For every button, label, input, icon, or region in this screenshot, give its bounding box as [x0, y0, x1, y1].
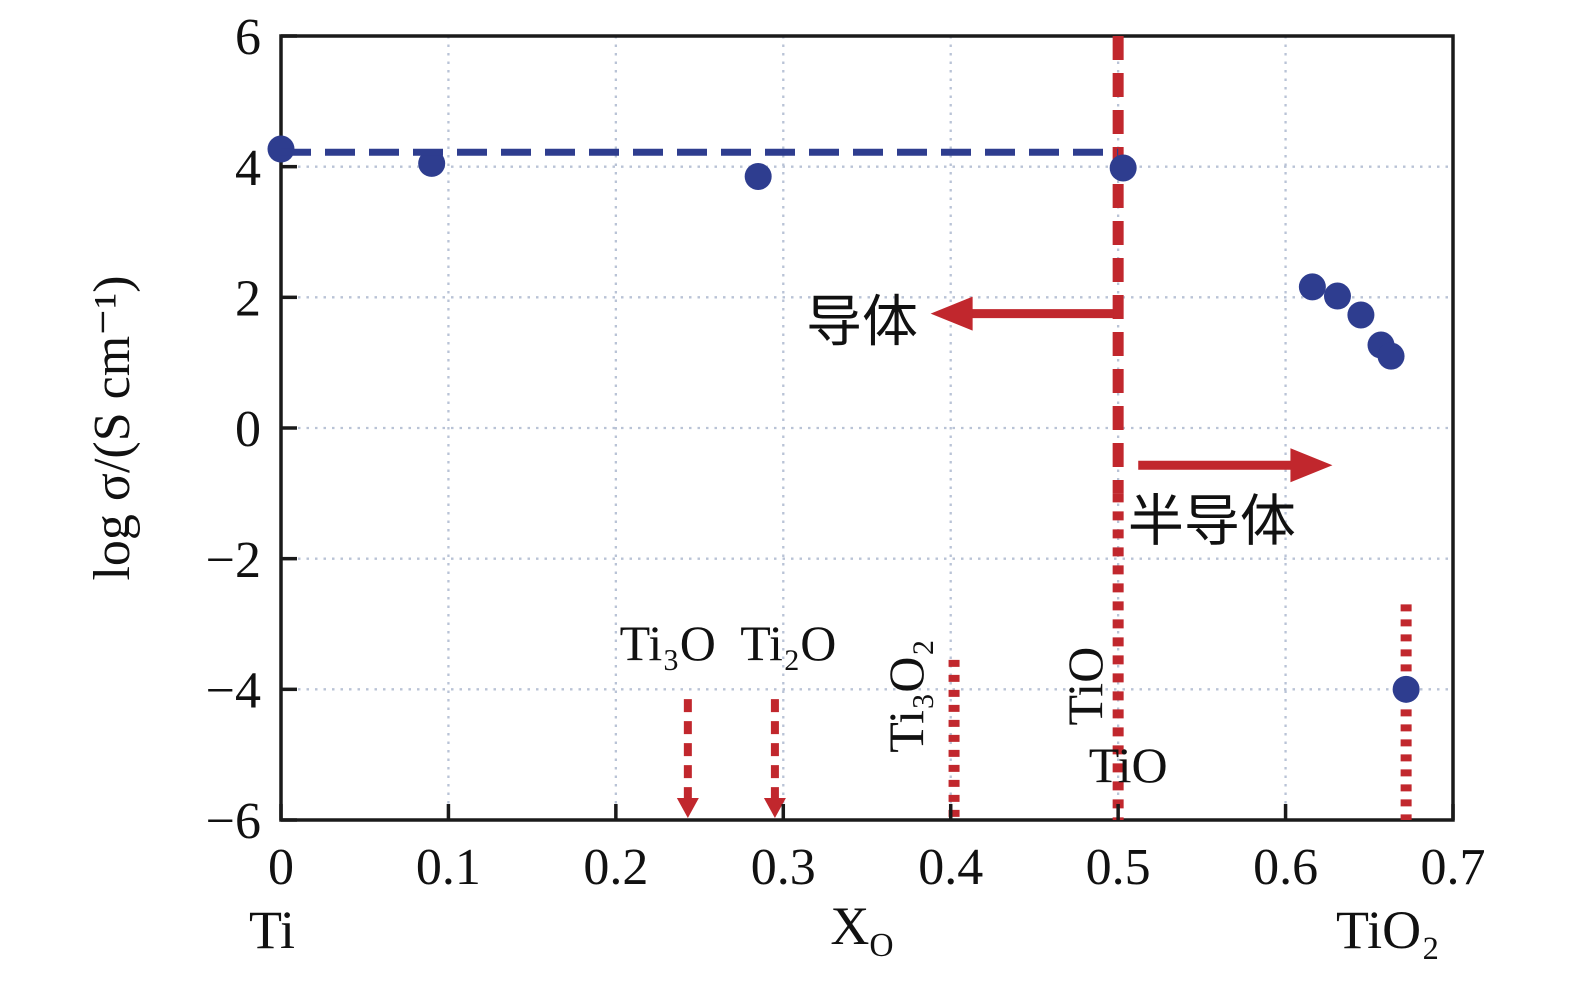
tio-vertical-label: TiO — [1057, 647, 1113, 726]
x-axis-right-end-label: TiO₂ — [1336, 899, 1440, 961]
x-tick-label: 0.5 — [1086, 839, 1151, 896]
log-conductivity-points-point — [1323, 282, 1351, 310]
log-conductivity-points-point — [1392, 675, 1420, 703]
y-tick-label: 0 — [235, 401, 261, 458]
semiconductor-arrow-head — [1290, 448, 1333, 483]
x-tick-label: 0.7 — [1421, 839, 1486, 896]
x-tick-label: 0.4 — [918, 839, 983, 896]
semiconductor-label: 半导体 — [1128, 489, 1296, 552]
y-axis-title-text: log σ/(S cm⁻¹) — [84, 275, 141, 581]
log-conductivity-points-point — [1377, 342, 1405, 370]
x-tick-label: 0.2 — [583, 839, 648, 896]
x-tick-label: 0.1 — [416, 839, 481, 896]
log-conductivity-points-point — [744, 162, 772, 190]
x-axis-title-main: X — [830, 896, 870, 957]
y-axis-title: log σ/(S cm⁻¹) — [82, 275, 142, 580]
phase-arrowhead-Ti2O — [763, 798, 786, 818]
y-tick-label: 2 — [235, 271, 261, 328]
y-tick-label: 6 — [235, 9, 261, 66]
y-tick-label: −4 — [206, 663, 261, 720]
tio-horizontal-label: TiO — [1089, 737, 1168, 793]
log-conductivity-points-point — [418, 149, 446, 177]
log-conductivity-points-point — [1298, 273, 1326, 301]
x-axis-title: XO — [830, 895, 893, 965]
ti3o-label: Ti₃O — [620, 615, 716, 671]
x-axis-left-end-label: Ti — [249, 899, 295, 961]
x-axis-title-sub: O — [869, 926, 894, 964]
x-tick-label: 0 — [268, 839, 294, 896]
x-tick-label: 0.6 — [1253, 839, 1318, 896]
y-tick-label: −2 — [206, 532, 261, 589]
phase-arrowhead-Ti3O — [676, 798, 699, 818]
log-conductivity-points-point — [1109, 154, 1137, 182]
x-axis-right-end-text: TiO₂ — [1336, 900, 1440, 960]
conductor-label: 导体 — [806, 290, 918, 353]
ti3o2-label: Ti₃O₂ — [878, 639, 934, 753]
y-tick-label: −6 — [206, 793, 261, 850]
log-conductivity-points-point — [1347, 301, 1375, 329]
x-tick-label: 0.3 — [751, 839, 816, 896]
conductor-arrow-head — [930, 296, 973, 331]
ti2o-label: Ti₂O — [740, 615, 836, 671]
x-axis-left-end-text: Ti — [248, 900, 296, 960]
y-tick-label: 4 — [235, 140, 261, 197]
